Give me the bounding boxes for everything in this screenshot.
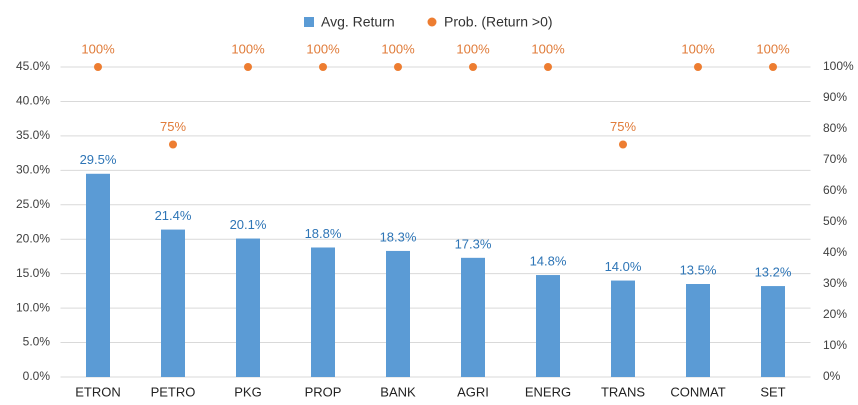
data-label: 100% xyxy=(231,41,265,56)
x-tick-label: SET xyxy=(760,384,785,399)
legend-label: Avg. Return xyxy=(321,14,395,30)
bar xyxy=(461,257,485,377)
bar xyxy=(686,284,710,377)
y2-tick-label: 80% xyxy=(823,121,847,135)
legend-swatch xyxy=(304,17,314,27)
data-label: 13.2% xyxy=(755,265,792,280)
y-tick-label: 40.0% xyxy=(16,94,50,108)
point xyxy=(769,63,777,71)
point xyxy=(394,63,402,71)
y-tick-label: 45.0% xyxy=(16,59,50,73)
point xyxy=(169,140,177,149)
bar xyxy=(86,173,110,377)
y2-tick-label: 50% xyxy=(823,214,847,228)
data-label: 100% xyxy=(531,41,565,56)
x-tick-label: ENERG xyxy=(525,384,571,399)
y2-tick-label: 100% xyxy=(823,59,854,73)
data-label: 29.5% xyxy=(80,152,117,167)
x-tick-label: PETRO xyxy=(151,384,196,399)
point xyxy=(544,63,552,71)
y2-tick-label: 20% xyxy=(823,307,847,321)
bar xyxy=(761,286,785,377)
bar xyxy=(386,250,410,377)
y-tick-label: 20.0% xyxy=(16,231,50,245)
data-label: 20.1% xyxy=(230,217,267,232)
bar xyxy=(536,275,560,377)
data-label: 75% xyxy=(160,119,186,134)
bar xyxy=(611,280,635,377)
y2-tick-label: 60% xyxy=(823,183,847,197)
y-tick-label: 15.0% xyxy=(16,266,50,280)
y2-tick-label: 70% xyxy=(823,152,847,166)
y2-tick-label: 90% xyxy=(823,90,847,104)
point xyxy=(469,63,477,71)
data-label: 100% xyxy=(456,41,490,56)
data-label: 17.3% xyxy=(455,236,492,251)
y2-tick-label: 0% xyxy=(823,369,841,383)
data-label: 100% xyxy=(756,41,790,56)
y-tick-label: 10.0% xyxy=(16,300,50,314)
x-tick-label: TRANS xyxy=(601,384,645,399)
point xyxy=(94,63,102,71)
y-tick-label: 35.0% xyxy=(16,128,50,142)
legend-label: Prob. (Return >0) xyxy=(444,14,553,30)
data-label: 18.8% xyxy=(305,226,342,241)
bar xyxy=(236,238,260,377)
x-tick-label: AGRI xyxy=(457,384,489,399)
y2-tick-label: 10% xyxy=(823,338,847,352)
x-tick-label: ETRON xyxy=(75,384,121,399)
data-label: 100% xyxy=(681,41,715,56)
data-label: 100% xyxy=(381,41,415,56)
x-tick-label: BANK xyxy=(380,384,416,399)
bar xyxy=(311,247,335,377)
data-label: 21.4% xyxy=(155,208,192,223)
point xyxy=(619,140,627,149)
x-tick-label: CONMAT xyxy=(670,384,725,399)
point xyxy=(244,63,252,71)
point xyxy=(694,63,702,71)
y-tick-label: 5.0% xyxy=(23,335,51,349)
y-tick-label: 0.0% xyxy=(23,369,51,383)
y2-tick-label: 40% xyxy=(823,245,847,259)
data-label: 100% xyxy=(81,41,115,56)
x-tick-label: PKG xyxy=(234,384,261,399)
data-label: 13.5% xyxy=(680,262,717,277)
y-tick-label: 30.0% xyxy=(16,163,50,177)
data-label: 18.3% xyxy=(380,229,417,244)
data-label: 75% xyxy=(610,119,636,134)
data-label: 100% xyxy=(306,41,340,56)
bar xyxy=(161,229,185,377)
legend-swatch xyxy=(427,17,437,27)
y2-tick-label: 30% xyxy=(823,276,847,290)
data-label: 14.8% xyxy=(530,253,567,268)
data-label: 14.0% xyxy=(605,259,642,274)
y-tick-label: 25.0% xyxy=(16,197,50,211)
point xyxy=(319,63,327,71)
x-tick-label: PROP xyxy=(305,384,342,399)
